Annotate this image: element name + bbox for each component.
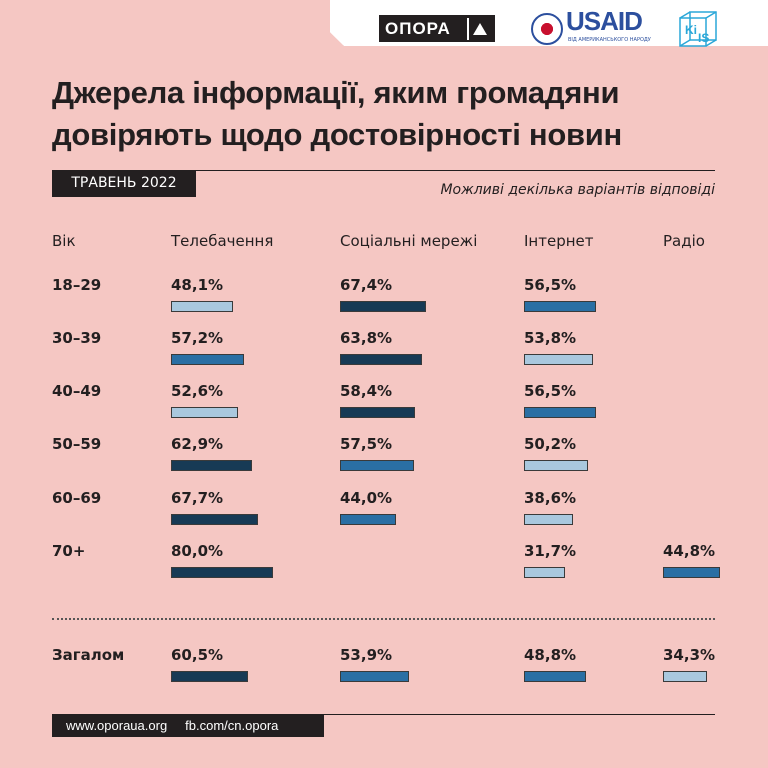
bar-social [340, 301, 426, 312]
svg-text:Ki: Ki [685, 23, 697, 37]
age-label: 50–59 [52, 435, 102, 453]
age-label: 30–39 [52, 329, 102, 347]
bar-social [340, 514, 396, 525]
divider [196, 170, 715, 171]
bar-internet [524, 671, 586, 682]
bar-internet [524, 354, 593, 365]
usaid-subtitle: ВІД АМЕРИКАНСЬКОГО НАРОДУ [568, 37, 651, 43]
bar-social [340, 460, 414, 471]
bar-tv [171, 460, 252, 471]
value-label-tv: 80,0% [171, 542, 224, 560]
value-label-tv: 60,5% [171, 646, 224, 664]
dotted-divider [52, 618, 715, 620]
date-label: ТРАВЕНЬ 2022 [52, 170, 196, 197]
value-label-tv: 67,7% [171, 489, 224, 507]
bar-internet [524, 460, 588, 471]
value-label-internet: 38,6% [524, 489, 577, 507]
value-label-tv: 57,2% [171, 329, 224, 347]
header-internet: Інтернет [524, 232, 594, 250]
usaid-logo: USAID [566, 6, 643, 36]
value-label-internet: 56,5% [524, 382, 577, 400]
header-age: Вік [52, 232, 76, 250]
header-radio: Радіо [663, 232, 705, 250]
value-label-tv: 52,6% [171, 382, 224, 400]
svg-text:IS: IS [698, 31, 709, 45]
bar-social [340, 671, 409, 682]
value-label-social: 44,0% [340, 489, 393, 507]
header-tv: Телебачення [171, 232, 274, 250]
opora-logo-text: ОПОРА [385, 19, 451, 38]
value-label-tv: 48,1% [171, 276, 224, 294]
value-label-internet: 56,5% [524, 276, 577, 294]
value-label-social: 63,8% [340, 329, 393, 347]
footer-links: www.oporaua.org fb.com/cn.opora [52, 714, 324, 737]
bar-tv [171, 407, 238, 418]
value-label-tv: 62,9% [171, 435, 224, 453]
age-label: Загалом [52, 646, 125, 664]
age-label: 18–29 [52, 276, 102, 294]
value-label-social: 57,5% [340, 435, 393, 453]
bar-internet [524, 567, 565, 578]
value-label-radio: 44,8% [663, 542, 716, 560]
bar-internet [524, 514, 573, 525]
opora-logo: ОПОРА [379, 15, 495, 42]
age-label: 40–49 [52, 382, 102, 400]
header-social: Соціальні мережі [340, 232, 478, 250]
bar-tv [171, 671, 248, 682]
bar-social [340, 407, 415, 418]
value-label-internet: 53,8% [524, 329, 577, 347]
footer-divider [324, 714, 715, 715]
bar-internet [524, 407, 596, 418]
bar-social [340, 354, 422, 365]
website-link[interactable]: www.oporaua.org [66, 718, 168, 733]
bar-tv [171, 301, 233, 312]
usaid-seal-icon [531, 13, 563, 45]
bar-tv [171, 514, 258, 525]
bar-radio [663, 671, 707, 682]
age-label: 60–69 [52, 489, 102, 507]
age-label: 70+ [52, 542, 86, 560]
bar-tv [171, 567, 273, 578]
value-label-radio: 34,3% [663, 646, 716, 664]
value-label-social: 53,9% [340, 646, 393, 664]
value-label-internet: 31,7% [524, 542, 577, 560]
facebook-link[interactable]: fb.com/cn.opora [185, 718, 279, 733]
value-label-internet: 48,8% [524, 646, 577, 664]
bar-tv [171, 354, 244, 365]
value-label-social: 67,4% [340, 276, 393, 294]
triangle-icon [467, 17, 491, 40]
value-label-internet: 50,2% [524, 435, 577, 453]
bar-radio [663, 567, 720, 578]
bar-internet [524, 301, 596, 312]
page-title: Джерела інформації, яким громадяни довір… [52, 75, 622, 152]
value-label-social: 58,4% [340, 382, 393, 400]
note: Можливі декілька варіантів відповіді [440, 182, 715, 198]
